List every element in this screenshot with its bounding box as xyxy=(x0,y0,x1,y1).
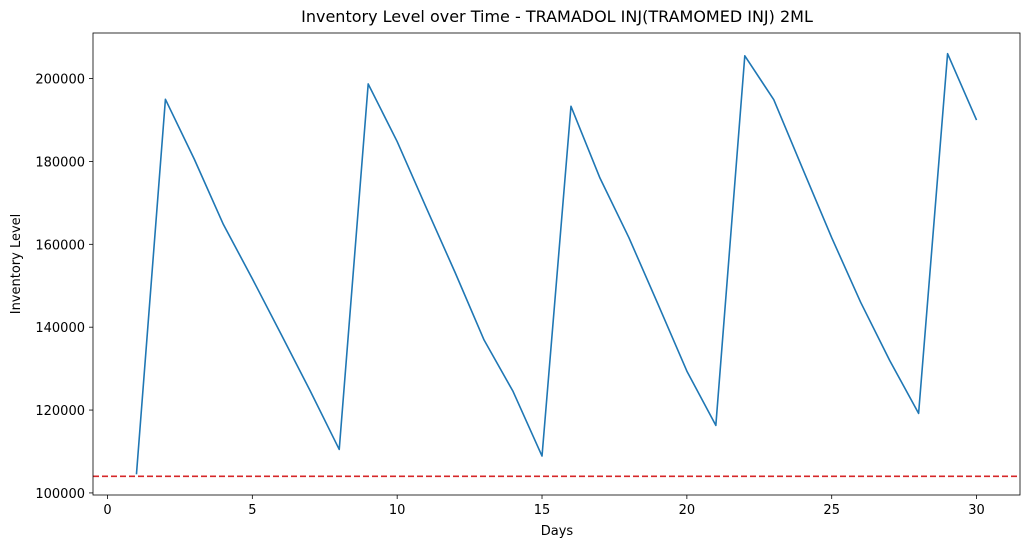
x-tick-label: 5 xyxy=(248,503,256,518)
y-tick-label: 100000 xyxy=(35,487,85,502)
plot-frame xyxy=(92,32,1021,496)
plot-area xyxy=(93,52,1020,478)
x-tick-label: 0 xyxy=(103,503,111,518)
x-tick-label: 30 xyxy=(968,503,985,518)
series-line xyxy=(135,52,978,475)
y-tick-label: 160000 xyxy=(35,238,85,253)
x-tick-label: 20 xyxy=(679,503,696,518)
chart-title: Inventory Level over Time - TRAMADOL INJ… xyxy=(301,7,813,26)
x-tick-label: 15 xyxy=(534,503,551,518)
y-axis-label: Inventory Level xyxy=(9,214,24,315)
y-tick-label: 140000 xyxy=(35,321,85,336)
y-tick-label: 120000 xyxy=(35,404,85,419)
y-tick-label: 180000 xyxy=(35,155,85,170)
y-tick-label: 200000 xyxy=(35,73,85,88)
x-axis-label: Days xyxy=(541,524,574,539)
x-tick-label: 25 xyxy=(823,503,840,518)
x-tick-label: 10 xyxy=(389,503,406,518)
axes: 0 5 10 15 20 25 30 100000 120000 140000 160000 1800… xyxy=(35,32,1021,518)
